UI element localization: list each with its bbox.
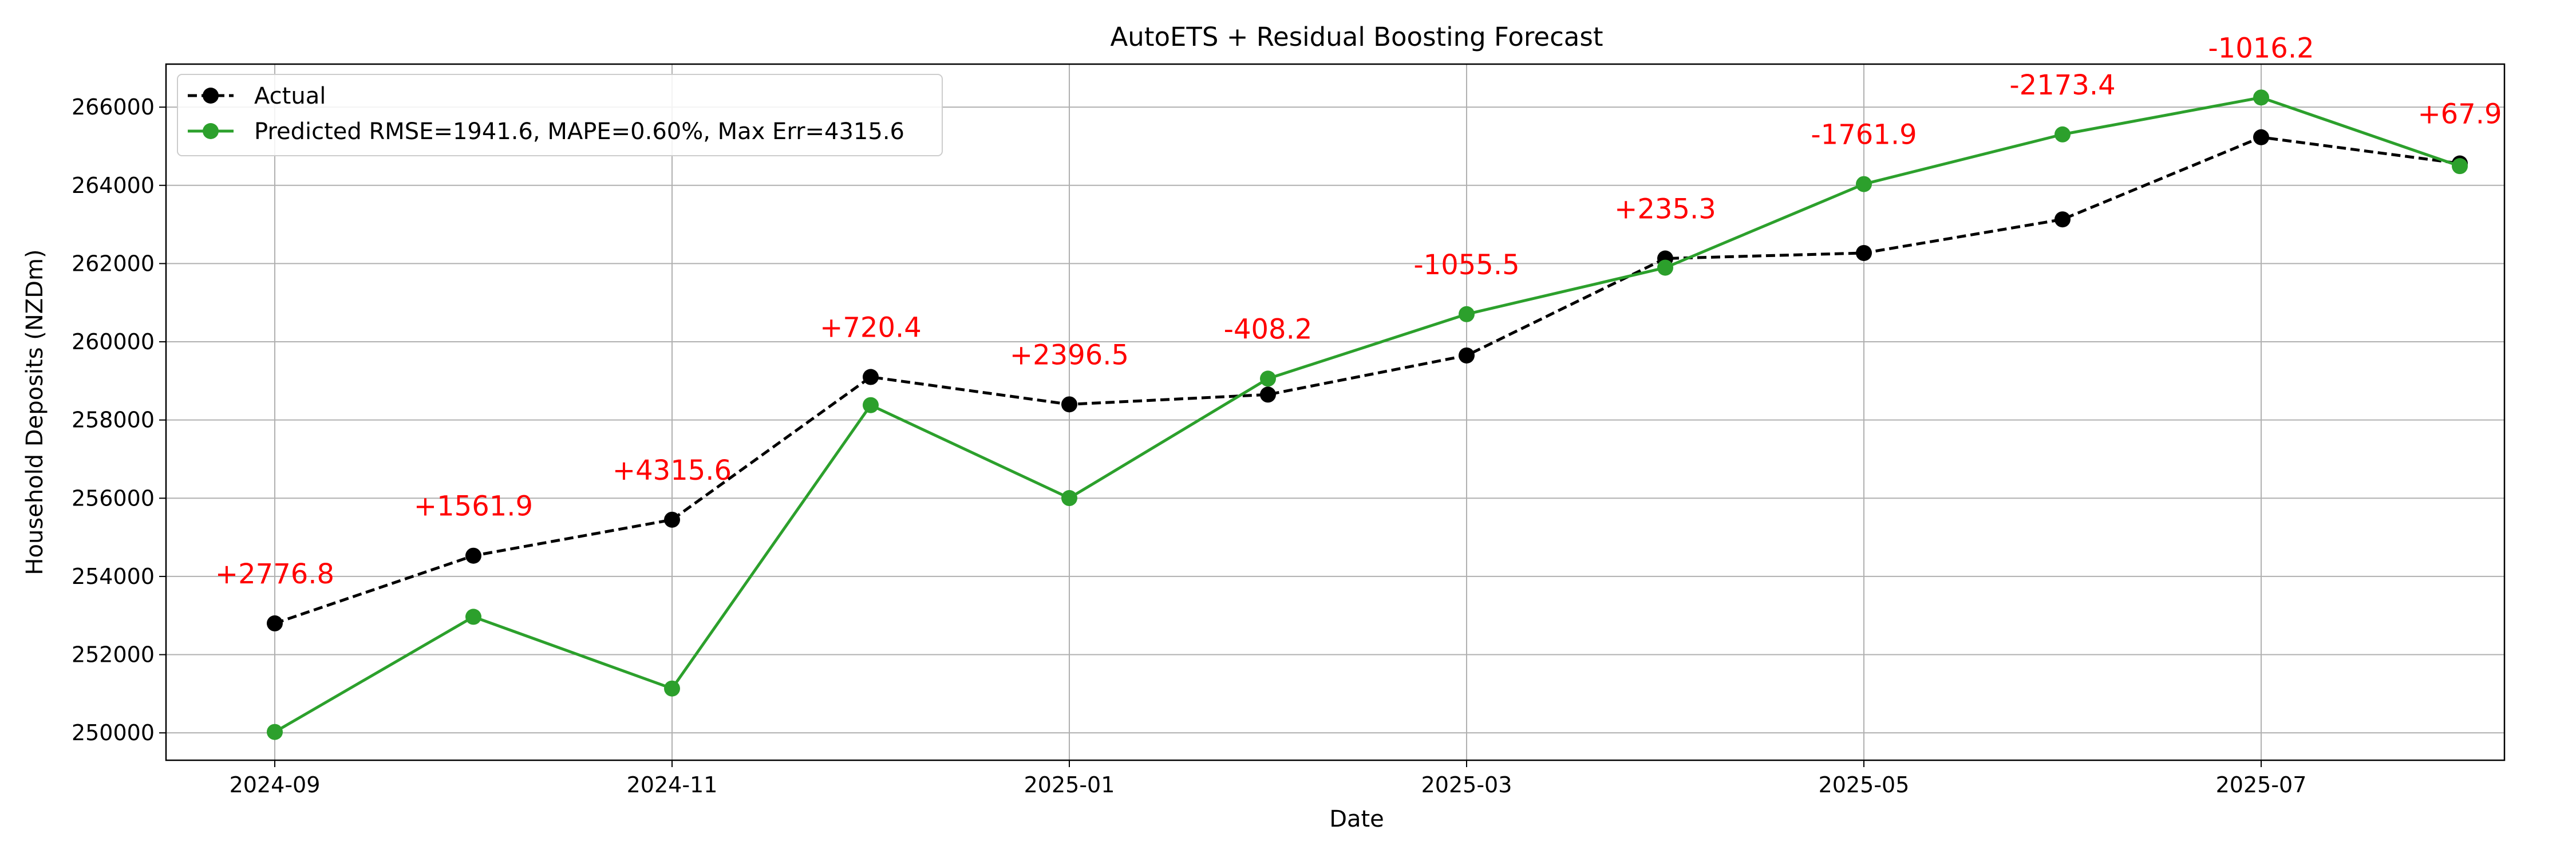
x-tick-label: 2024-09 xyxy=(230,772,321,797)
x-tick-label: 2025-05 xyxy=(1819,772,1910,797)
chart-title: AutoETS + Residual Boosting Forecast xyxy=(1111,22,1603,52)
data-point-predicted xyxy=(465,609,481,625)
y-tick-label: 254000 xyxy=(72,564,155,589)
legend-box xyxy=(177,74,943,156)
legend-label-predicted: Predicted RMSE=1941.6, MAPE=0.60%, Max E… xyxy=(254,119,904,145)
error-annotation: +67.9 xyxy=(2417,98,2502,131)
legend-marker-actual xyxy=(203,88,219,104)
error-annotation: -408.2 xyxy=(1224,313,1313,345)
data-point-actual xyxy=(267,615,283,631)
y-tick-label: 258000 xyxy=(72,408,155,433)
data-point-predicted xyxy=(1856,176,1872,192)
x-tick-label: 2025-07 xyxy=(2216,772,2307,797)
x-axis-ticks: 2024-09 2024-11 2025-01 2025-03 2025-05 2025-… xyxy=(230,760,2307,797)
x-tick-label: 2025-01 xyxy=(1024,772,1115,797)
data-point-predicted xyxy=(1459,306,1475,322)
y-tick-label: 266000 xyxy=(72,94,155,120)
data-point-actual xyxy=(2253,129,2269,145)
y-tick-label: 252000 xyxy=(72,642,155,668)
grid-layer xyxy=(166,64,2504,760)
legend: Actual Predicted RMSE=1941.6, MAPE=0.60%… xyxy=(177,74,943,156)
series-line-actual xyxy=(274,136,2460,625)
y-tick-label: 250000 xyxy=(72,720,155,745)
x-tick-label: 2024-11 xyxy=(627,772,718,797)
data-point-actual xyxy=(664,511,680,528)
legend-label-actual: Actual xyxy=(254,83,326,109)
data-point-predicted xyxy=(1260,370,1276,387)
data-point-predicted xyxy=(664,680,680,697)
error-annotation: -2173.4 xyxy=(2009,69,2115,101)
error-annotation: +2396.5 xyxy=(1010,339,1129,371)
data-point-actual xyxy=(1061,396,1077,413)
x-tick-label: 2025-03 xyxy=(1421,772,1512,797)
data-point-actual xyxy=(1459,347,1475,364)
data-point-predicted xyxy=(1061,490,1077,507)
series-line-predicted xyxy=(274,96,2460,733)
data-point-actual xyxy=(863,369,879,385)
y-axis-ticks: 250000 252000 254000 256000 258000 260000 2620… xyxy=(72,94,166,745)
data-point-actual xyxy=(2055,211,2071,228)
data-point-predicted xyxy=(863,397,879,413)
legend-marker-predicted xyxy=(203,123,219,139)
data-point-actual xyxy=(1856,244,1872,261)
error-annotation: -1016.2 xyxy=(2208,32,2314,64)
data-point-predicted xyxy=(1657,259,1673,276)
error-annotation: +4315.6 xyxy=(613,455,732,487)
error-annotation: -1761.9 xyxy=(1811,119,1917,151)
data-point-actual xyxy=(1260,386,1276,403)
annotation-layer: +2776.8 +1561.9 +4315.6 +720.4 +2396.5 -408.2… xyxy=(215,32,2502,590)
error-annotation: +720.4 xyxy=(820,312,922,344)
plot-frame xyxy=(165,63,2506,761)
y-tick-label: 260000 xyxy=(72,329,155,354)
y-axis-label: Household Deposits (NZDm) xyxy=(22,249,48,575)
data-point-predicted xyxy=(2055,126,2071,143)
y-tick-label: 262000 xyxy=(72,251,155,276)
y-tick-label: 256000 xyxy=(72,485,155,511)
error-annotation: +2776.8 xyxy=(215,558,334,590)
data-point-predicted xyxy=(267,724,283,740)
y-tick-label: 264000 xyxy=(72,173,155,198)
series-layer xyxy=(267,89,2468,740)
data-point-actual xyxy=(465,547,481,564)
data-point-predicted xyxy=(2452,158,2468,175)
error-annotation: +235.3 xyxy=(1614,193,1716,226)
x-axis-label: Date xyxy=(1329,806,1384,832)
error-annotation: -1055.5 xyxy=(1413,249,1519,281)
data-point-predicted xyxy=(2253,89,2269,106)
error-annotation: +1561.9 xyxy=(414,491,533,523)
